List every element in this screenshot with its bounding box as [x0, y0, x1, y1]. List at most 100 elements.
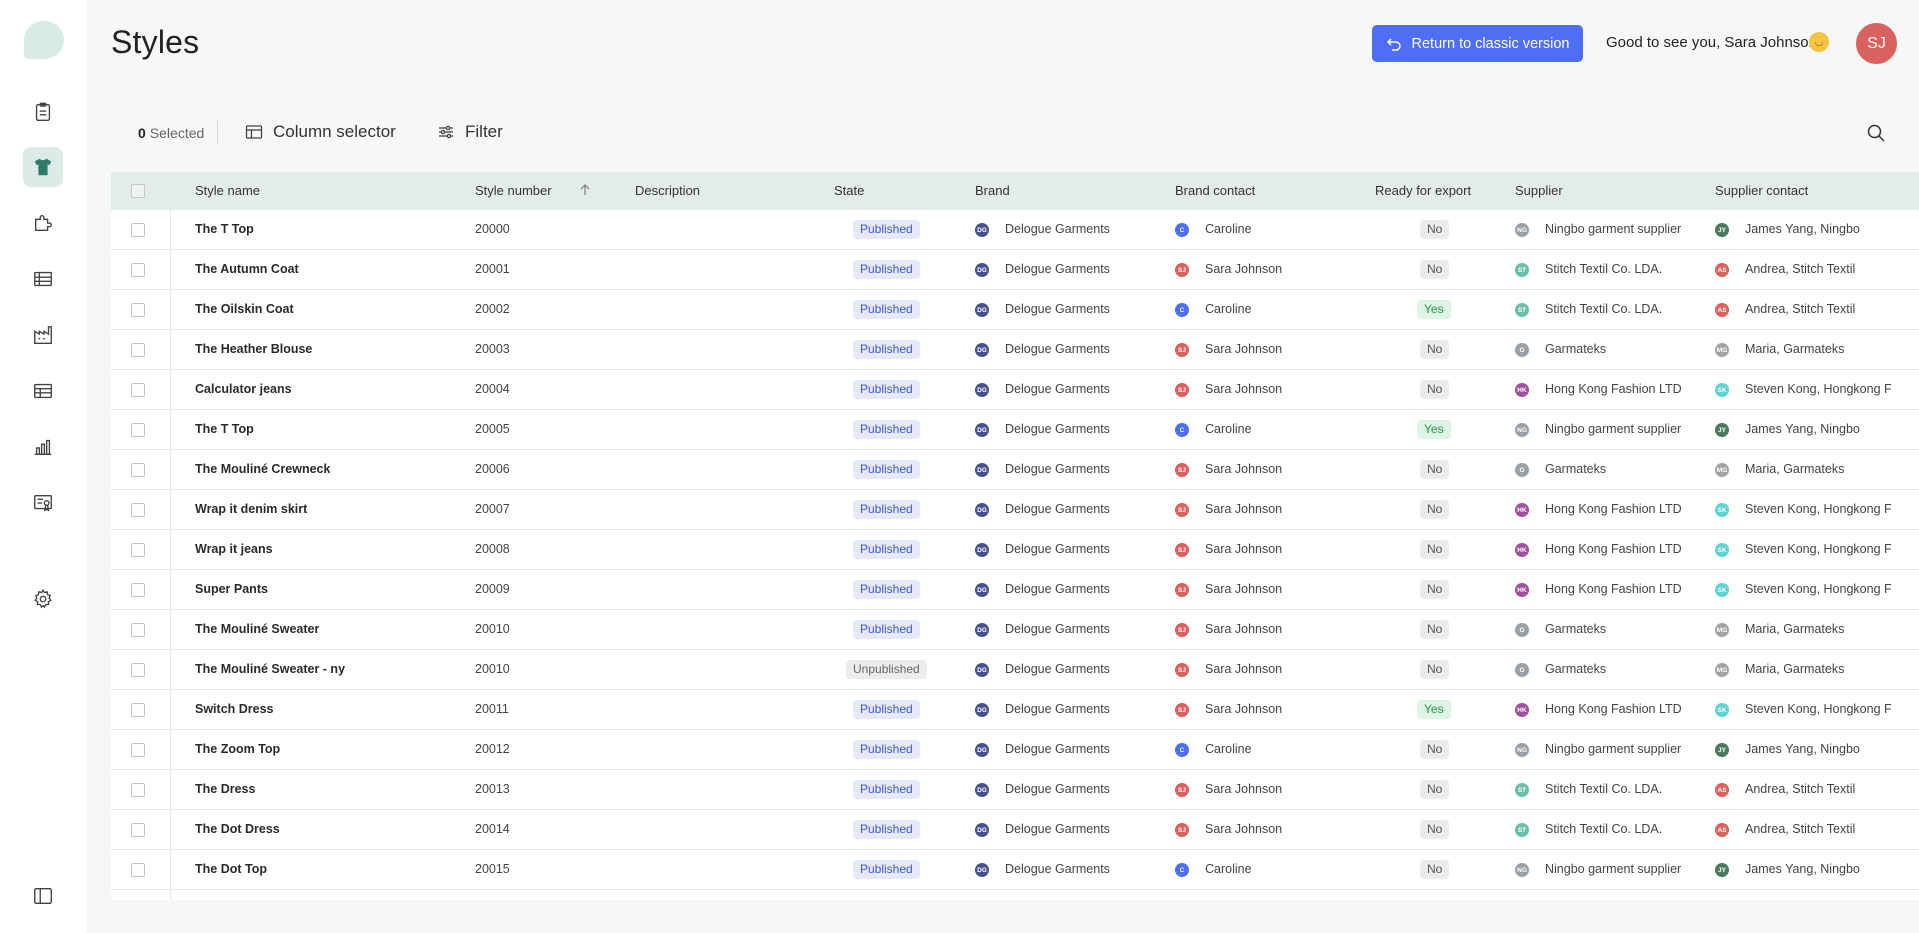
brand: Delogue Garments: [1005, 262, 1110, 276]
brand-contact-avatar: C: [1175, 743, 1189, 757]
style-name[interactable]: Switch Dress: [195, 702, 274, 716]
supplier-contact: Steven Kong, Hongkong F: [1745, 542, 1892, 556]
nav-suppliers[interactable]: [23, 315, 63, 355]
table-row[interactable]: Calculator jeans 20004 Published DG Delogue …: [111, 370, 1919, 410]
column-selector-button[interactable]: Column selector: [245, 122, 396, 142]
style-name[interactable]: The Mouliné Crewneck: [195, 462, 331, 476]
row-checkbox[interactable]: [131, 663, 145, 677]
supplier-avatar: G: [1515, 343, 1529, 357]
col-description[interactable]: Description: [635, 183, 701, 198]
col-supplier[interactable]: Supplier: [1515, 183, 1563, 198]
style-name[interactable]: Calculator jeans: [195, 382, 292, 396]
table-row[interactable]: The Dress 20013 Published DG Delogue Garment…: [111, 770, 1919, 810]
columns-icon: [245, 125, 263, 139]
supplier: Hong Kong Fashion LTD: [1545, 382, 1682, 396]
style-name[interactable]: The Dot Dress: [195, 822, 280, 836]
brand: Delogue Garments: [1005, 742, 1110, 756]
filter-button[interactable]: Filter: [437, 122, 503, 142]
style-name[interactable]: Wrap it denim skirt: [195, 502, 308, 516]
table-row[interactable]: The Oilskin Coat 20002 Published DG Delogue …: [111, 290, 1919, 330]
row-checkbox[interactable]: [131, 503, 145, 517]
row-checkbox[interactable]: [131, 623, 145, 637]
table-row[interactable]: Wrap it jeans 20008 Published DG Delogue Gar…: [111, 530, 1919, 570]
col-state[interactable]: State: [834, 183, 865, 198]
row-checkbox[interactable]: [131, 223, 145, 237]
brand: Delogue Garments: [1005, 302, 1110, 316]
table-row[interactable]: Wrap it denim skirt 20007 Published DG Delog…: [111, 490, 1919, 530]
row-checkbox[interactable]: [131, 263, 145, 277]
table-row[interactable]: The Heather Blouse 20003 Published DG Delogu…: [111, 330, 1919, 370]
table-row[interactable]: The Autumn Coat 20001 Published DG Delogue G…: [111, 250, 1919, 290]
brand: Delogue Garments: [1005, 382, 1110, 396]
supplier: Hong Kong Fashion LTD: [1545, 502, 1682, 516]
row-checkbox[interactable]: [131, 823, 145, 837]
row-checkbox[interactable]: [131, 783, 145, 797]
style-name[interactable]: The Dress: [195, 782, 256, 796]
col-brand[interactable]: Brand: [975, 183, 1010, 198]
col-brand-contact[interactable]: Brand contact: [1175, 183, 1256, 198]
style-number: 20007: [475, 502, 510, 516]
logo[interactable]: [24, 21, 64, 59]
row-checkbox[interactable]: [131, 463, 145, 477]
row-checkbox[interactable]: [131, 863, 145, 877]
sidebar-toggle[interactable]: [23, 876, 63, 916]
style-name[interactable]: The T Top: [195, 222, 254, 236]
row-checkbox[interactable]: [131, 703, 145, 717]
row-checkbox[interactable]: [131, 743, 145, 757]
brand-contact: Sara Johnson: [1205, 822, 1283, 836]
row-checkbox[interactable]: [131, 423, 145, 437]
style-name[interactable]: The Oilskin Coat: [195, 302, 294, 316]
style-name[interactable]: The Mouliné Sweater: [195, 622, 320, 636]
supplier-contact: Maria, Garmateks: [1745, 622, 1845, 636]
row-checkbox[interactable]: [131, 343, 145, 357]
sort-arrow-up-icon[interactable]: [578, 183, 592, 197]
style-name[interactable]: The Heather Blouse: [195, 342, 313, 356]
nav-reports[interactable]: [23, 427, 63, 467]
col-style-name[interactable]: Style name: [195, 183, 261, 198]
brand-avatar: DG: [975, 463, 989, 477]
table-row[interactable]: Super Pants 20009 Published DG Delogue Garme…: [111, 570, 1919, 610]
table-row[interactable]: The Dot Top 20015 Published DG Delogue Garme…: [111, 850, 1919, 890]
return-classic-button[interactable]: Return to classic version: [1372, 25, 1583, 62]
table-row[interactable]: The Dot Dress 20014 Published DG Delogue Gar…: [111, 810, 1919, 850]
style-name[interactable]: The Mouliné Sweater - ny: [195, 662, 346, 676]
row-checkbox[interactable]: [131, 383, 145, 397]
nav-tables[interactable]: [23, 371, 63, 411]
supplier-avatar: ST: [1515, 823, 1529, 837]
party-face-icon: ◡: [1809, 32, 1829, 52]
col-supplier-contact[interactable]: Supplier contact: [1715, 183, 1809, 198]
table-row[interactable]: The Mouliné Sweater 20010 Published DG Delog…: [111, 610, 1919, 650]
nav-certificates[interactable]: [23, 483, 63, 523]
user-avatar[interactable]: SJ: [1856, 23, 1897, 64]
style-name[interactable]: Wrap it jeans: [195, 542, 273, 556]
style-name[interactable]: The Zoom Top: [195, 742, 281, 756]
table-row[interactable]: The T Top 20000 Published DG Delogue Garment…: [111, 210, 1919, 250]
nav-styles[interactable]: [23, 147, 63, 187]
search-icon[interactable]: [1866, 123, 1886, 143]
style-name[interactable]: The Autumn Coat: [195, 262, 299, 276]
style-name[interactable]: The Dot Top: [195, 862, 267, 876]
table-row[interactable]: The Zoom Top 20012 Published DG Delogue Garm…: [111, 730, 1919, 770]
nav-materials[interactable]: [23, 203, 63, 243]
col-style-number[interactable]: Style number: [475, 183, 552, 198]
supplier-contact-avatar: JY: [1715, 863, 1729, 877]
nav-settings[interactable]: [23, 579, 63, 619]
table-row[interactable]: The Mouliné Sweater - ny 20010 Unpublished…: [111, 650, 1919, 690]
style-name[interactable]: The T Top: [195, 422, 254, 436]
select-all-checkbox[interactable]: [131, 184, 145, 198]
row-checkbox[interactable]: [131, 543, 145, 557]
supplier: Ningbo garment supplier: [1545, 222, 1682, 236]
style-name[interactable]: Super Pants: [195, 582, 268, 596]
brand-contact: Caroline: [1205, 302, 1252, 316]
col-ready-for-export[interactable]: Ready for export: [1375, 183, 1472, 198]
style-number: 20005: [475, 422, 510, 436]
brand: Delogue Garments: [1005, 862, 1110, 876]
table-row[interactable]: The Mouliné Crewneck 20006 Published DG Delo…: [111, 450, 1919, 490]
row-checkbox[interactable]: [131, 583, 145, 597]
table-row[interactable]: Switch Dress 20011 Published DG Delogue Garm…: [111, 690, 1919, 730]
table-row[interactable]: The T Top 20005 Published DG Delogue Garment…: [111, 410, 1919, 450]
supplier-avatar: ST: [1515, 303, 1529, 317]
row-checkbox[interactable]: [131, 303, 145, 317]
nav-orders[interactable]: [23, 92, 63, 132]
nav-lists[interactable]: [23, 259, 63, 299]
